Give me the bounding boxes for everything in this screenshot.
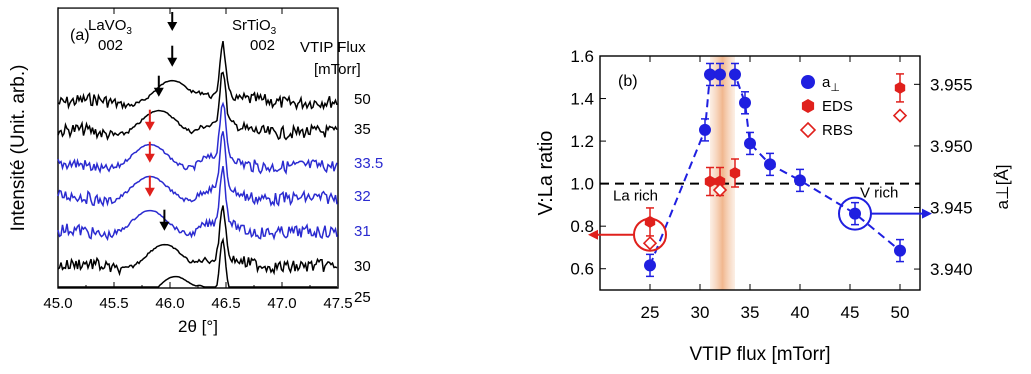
panel-b-aperp-point	[849, 207, 861, 220]
panel-a-xtick-label: 47.5	[323, 295, 352, 312]
panel-b-la-rich-label: La rich	[613, 188, 658, 205]
panel-b-aperp-point	[704, 68, 716, 81]
panel-a-series	[57, 71, 338, 141]
panel-b-rbs-point	[642, 236, 658, 251]
panel-b-xtick-label: 35	[741, 303, 760, 322]
panel-b-aperp-point	[794, 174, 806, 187]
panel-a-xtick-label: 46.0	[155, 295, 184, 312]
panel-a-series	[57, 101, 338, 176]
panel-a-xtick-label: 45.0	[43, 295, 72, 312]
panel-b-la-rich-arrowhead	[588, 229, 598, 240]
panel-a-peak-arrowhead	[159, 221, 170, 231]
panel-a-peak-label-srtio3-hkl: 002	[250, 37, 275, 54]
panel-a-legend-title: VTIP Flux	[300, 39, 366, 56]
panel-a-peak-arrowhead	[167, 57, 178, 67]
panel-a-xtick-label: 45.5	[99, 295, 128, 312]
panel-b-label: (b)	[618, 73, 638, 90]
panel-b-aperp-point	[729, 68, 741, 81]
panel-a-series	[57, 205, 338, 277]
panel-a-xtick-label: 47.0	[267, 295, 296, 312]
panel-a: (a) 45.0 45.5 46.0 46.5 47.0 47.5 2θ [°] Intensi…	[8, 0, 383, 336]
panel-a-mask	[59, 0, 339, 8]
panel-b-legend-rbs-label: RBS	[822, 122, 853, 139]
panel-b-frame	[599, 55, 921, 291]
panel-b-ytick-label: 1.2	[570, 132, 594, 151]
panel-b-aperp-point	[894, 244, 906, 257]
panel-b-eds-point	[714, 175, 726, 188]
panel-b-xtick-label: 40	[791, 303, 810, 322]
panel-a-xtick-label: 46.5	[211, 295, 240, 312]
panel-a-peak-arrowhead	[144, 121, 155, 131]
panel-b-ytick-label: 0.6	[570, 260, 594, 279]
panel-b-ytick-label: 1.4	[570, 90, 594, 109]
panel-a-series-label: 32	[354, 188, 371, 205]
panel-b-eds-point	[729, 167, 741, 179]
panel-a-series	[57, 131, 338, 208]
panel-b-legend-rbs-marker	[799, 121, 817, 139]
panel-b-aperp-point	[644, 259, 656, 272]
panel-b-ytick-right-label: 3.955	[930, 75, 973, 94]
panel-b-ylabel-right: a⊥[Å]	[993, 164, 1012, 209]
panel-a-curve	[57, 165, 338, 242]
panel-a-series	[58, 237, 337, 288]
panel-b-v-rich-label: V rich	[860, 185, 898, 202]
panel-a-ylabel: Intensité (Unit. arb.)	[8, 65, 29, 232]
panel-b-v-rich-arrowhead	[922, 208, 932, 219]
panel-a-series-label: 31	[354, 223, 371, 240]
panel-b-ylabel: V:La ratio	[535, 131, 557, 216]
panel-b-aperp-point	[764, 158, 776, 171]
panel-b-xlabel: VTIP flux [mTorr]	[689, 344, 830, 365]
panel-a-peak-arrowhead	[144, 153, 155, 163]
panel-a-peak-arrowhead	[153, 87, 164, 97]
panel-a-xlabel: 2θ [°]	[178, 317, 218, 336]
panel-b-rbs-point	[712, 182, 728, 198]
panel-a-series	[57, 40, 338, 111]
panel-b-xtick-label: 45	[841, 303, 860, 322]
panel-b-aperp-line	[649, 73, 901, 266]
panel-a-curve	[57, 131, 338, 208]
panel-b-eds-point	[704, 175, 716, 188]
panel-b-aperp-point	[744, 137, 756, 150]
panel-b-legend-eds-marker	[801, 99, 815, 113]
panel-a-curve	[58, 237, 337, 288]
panel-b-xtick-label: 25	[641, 303, 660, 322]
panel-a-peak-label-srtio3: SrTiO3	[232, 17, 277, 37]
panel-b-legend-eds-label: EDS	[822, 98, 853, 115]
panel-b-xtick-label: 50	[891, 303, 910, 322]
panel-b-eds-point	[894, 81, 906, 94]
panel-a-curve	[57, 205, 338, 277]
panel-b: (b) 25 30 35 40 45 50 0.6 0.8 1.0 1.2 1.4 1.6 3.940 3.…	[535, 47, 1012, 365]
panel-b-legend-aperp-label: a⊥	[822, 74, 840, 94]
panel-b-aperp-point	[714, 68, 726, 81]
panel-a-series	[57, 165, 338, 242]
panel-a-label: (a)	[70, 27, 90, 44]
panel-b-ytick-right-label: 3.950	[930, 137, 973, 156]
panel-b-rbs-point	[892, 108, 908, 123]
panel-b-ytick-label: 0.8	[570, 217, 594, 236]
panel-b-ytick-right-label: 3.940	[930, 260, 973, 279]
panel-b-xtick-label: 30	[691, 303, 710, 322]
panel-b-aperp-point	[739, 96, 751, 109]
panel-b-ytick-right-label: 3.945	[930, 198, 973, 217]
panel-a-top-arrowhead	[167, 22, 178, 31]
panel-a-curve	[57, 101, 338, 176]
panel-b-ytick-label: 1.0	[570, 175, 594, 194]
panel-a-series-label: 35	[354, 121, 371, 138]
panel-b-ytick-label: 1.6	[570, 47, 594, 66]
panel-a-peak-arrowhead	[144, 187, 155, 197]
panel-a-series-label: 25	[354, 289, 371, 306]
panel-b-aperp-point	[699, 123, 711, 136]
panel-a-curve	[57, 40, 338, 111]
panel-a-peak-label-lavo3: LaVO3	[88, 17, 132, 37]
panel-a-series-label: 33.5	[354, 155, 383, 172]
panel-a-legend-unit: [mTorr]	[314, 61, 361, 78]
panel-a-peak-label-lavo3-hkl: 002	[98, 37, 123, 54]
panel-a-series-label: 50	[354, 91, 371, 108]
panel-a-curve	[57, 71, 338, 141]
panel-a-series-label: 30	[354, 258, 371, 275]
panel-b-legend-aperp-marker	[801, 75, 815, 89]
